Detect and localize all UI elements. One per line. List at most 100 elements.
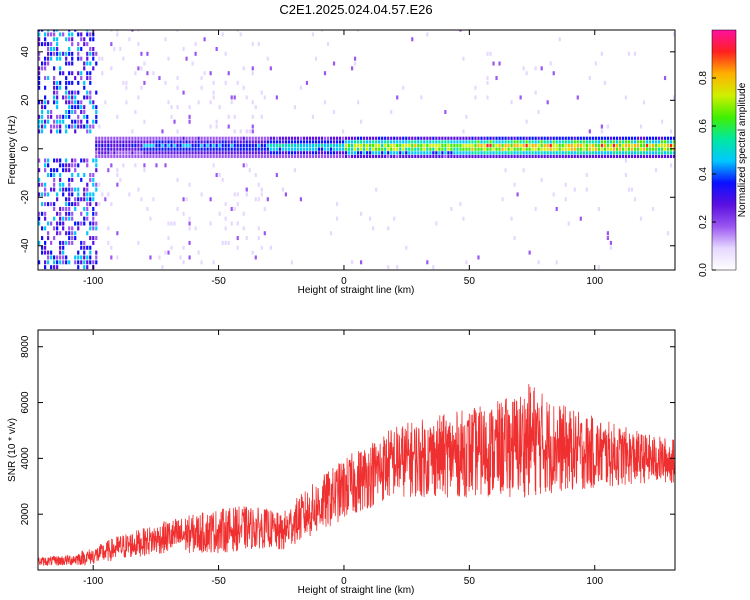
- heatmap-cell: [504, 154, 507, 159]
- heatmap-cell: [89, 61, 92, 66]
- heatmap-cell: [53, 177, 56, 182]
- heatmap-cell: [651, 140, 655, 144]
- heatmap-cell: [465, 140, 468, 144]
- heatmap-cell: [344, 154, 348, 159]
- heatmap-cell: [378, 154, 381, 159]
- heatmap-cell: [384, 151, 387, 155]
- heatmap-cell: [233, 154, 236, 159]
- heatmap-cell: [360, 136, 363, 140]
- heatmap-cell: [47, 110, 50, 114]
- heatmap-cell: [480, 140, 483, 144]
- heatmap-cell: [44, 42, 47, 47]
- heatmap-cell: [369, 140, 372, 144]
- heatmap-cell: [77, 197, 80, 202]
- heatmap-cell: [567, 136, 570, 140]
- heatmap-cell: [167, 143, 170, 148]
- heatmap-cell: [110, 202, 113, 207]
- heatmap-cell: [326, 154, 330, 159]
- heatmap-cell: [591, 154, 594, 159]
- heatmap-cell: [113, 147, 116, 151]
- heatmap-cell: [53, 216, 56, 221]
- heatmap-cell: [299, 197, 303, 202]
- heatmap-cell: [576, 136, 579, 140]
- heatmap-cell: [110, 147, 113, 151]
- heatmap-cell: [65, 110, 68, 114]
- heatmap-cell: [197, 100, 200, 105]
- heatmap-cell: [573, 187, 576, 192]
- heatmap-cell: [92, 66, 95, 71]
- heatmap-cell: [146, 51, 149, 56]
- heatmap-cell: [149, 140, 152, 144]
- heatmap-cell: [170, 143, 173, 148]
- heatmap-cell: [251, 114, 254, 119]
- heatmap-cell: [149, 147, 152, 151]
- heatmap-cell: [56, 114, 59, 119]
- heatmap-cell: [465, 151, 468, 155]
- heatmap-cell: [296, 140, 300, 144]
- heatmap-cell: [420, 154, 423, 159]
- heatmap-cell: [326, 42, 330, 47]
- heatmap-cell: [110, 151, 113, 155]
- heatmap-cell: [101, 154, 104, 159]
- heatmap-cell: [375, 147, 378, 151]
- heatmap-cell: [233, 147, 236, 151]
- heatmap-cell: [630, 151, 634, 155]
- heatmap-cell: [221, 177, 224, 182]
- heatmap-cell: [360, 119, 363, 124]
- heatmap-cell: [663, 76, 667, 81]
- heatmap-cell: [86, 182, 89, 187]
- heatmap-cell: [83, 187, 86, 192]
- heatmap-cell: [462, 56, 465, 61]
- heatmap-cell: [56, 211, 59, 216]
- heatmap-cell: [495, 136, 498, 140]
- heatmap-cell: [50, 46, 53, 51]
- heatmap-cell: [552, 192, 555, 197]
- heatmap-cell: [95, 61, 98, 66]
- heatmap-cell: [53, 260, 56, 265]
- heatmap-cell: [101, 151, 104, 155]
- heatmap-cell: [660, 140, 664, 144]
- heatmap-cell: [341, 136, 345, 140]
- heatmap-cell: [426, 147, 429, 151]
- heatmap-cell: [47, 46, 50, 51]
- heatmap-cell: [38, 240, 41, 245]
- heatmap-cell: [239, 129, 242, 134]
- heatmap-cell: [104, 140, 107, 144]
- heatmap-cell: [152, 136, 155, 140]
- heatmap-cell: [606, 236, 609, 241]
- heatmap-cell: [531, 154, 534, 159]
- heatmap-cell: [44, 32, 47, 37]
- heatmap-cell: [335, 216, 339, 221]
- heatmap-cell: [74, 158, 77, 163]
- x-tick-label: 100: [586, 276, 603, 287]
- heatmap-cell: [257, 236, 260, 241]
- heatmap-cell: [74, 197, 77, 202]
- heatmap-cell: [344, 140, 348, 144]
- heatmap-cell: [203, 151, 206, 155]
- heatmap-cell: [510, 147, 513, 151]
- heatmap-cell: [369, 154, 372, 159]
- heatmap-cell: [59, 114, 62, 119]
- heatmap-cell: [582, 151, 585, 155]
- heatmap-cell: [540, 154, 543, 159]
- heatmap-cell: [423, 151, 426, 155]
- heatmap-cell: [504, 136, 507, 140]
- heatmap-cell: [50, 221, 53, 226]
- heatmap-cell: [155, 151, 158, 155]
- heatmap-cell: [272, 151, 275, 155]
- heatmap-cell: [429, 154, 432, 159]
- heatmap-cell: [663, 147, 667, 151]
- heatmap-cell: [251, 154, 254, 159]
- heatmap-cell: [251, 66, 254, 71]
- heatmap-cell: [83, 95, 86, 100]
- heatmap-cell: [588, 151, 591, 155]
- heatmap-cell: [200, 143, 203, 148]
- heatmap-cell: [221, 136, 224, 140]
- heatmap-cell: [666, 231, 670, 236]
- heatmap-cell: [498, 154, 501, 159]
- heatmap-cell: [245, 147, 248, 151]
- heatmap-cell: [555, 140, 558, 144]
- heatmap-cell: [137, 151, 140, 155]
- heatmap-cell: [71, 173, 74, 178]
